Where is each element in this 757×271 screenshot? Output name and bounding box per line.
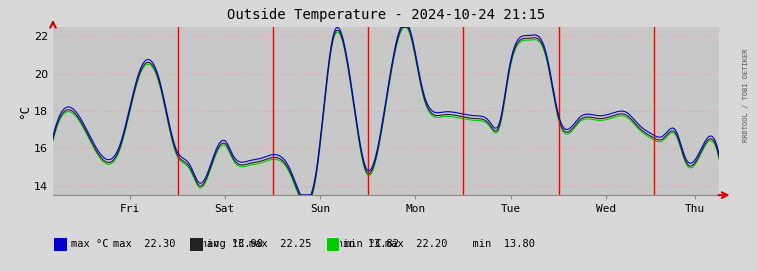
Text: max °C: max °C: [71, 239, 109, 249]
Text: max  22.25    min  13.82: max 22.25 min 13.82: [249, 239, 399, 249]
Text: min °C: min °C: [344, 239, 382, 249]
Text: RRDTOOL / TOBI OETIKER: RRDTOOL / TOBI OETIKER: [743, 48, 749, 142]
Text: max  22.20    min  13.80: max 22.20 min 13.80: [385, 239, 535, 249]
Text: avg °C: avg °C: [207, 239, 245, 249]
Text: max  22.30    min  13.90: max 22.30 min 13.90: [113, 239, 263, 249]
Y-axis label: °C: °C: [18, 104, 31, 119]
Title: Outside Temperature - 2024-10-24 21:15: Outside Temperature - 2024-10-24 21:15: [227, 8, 545, 22]
